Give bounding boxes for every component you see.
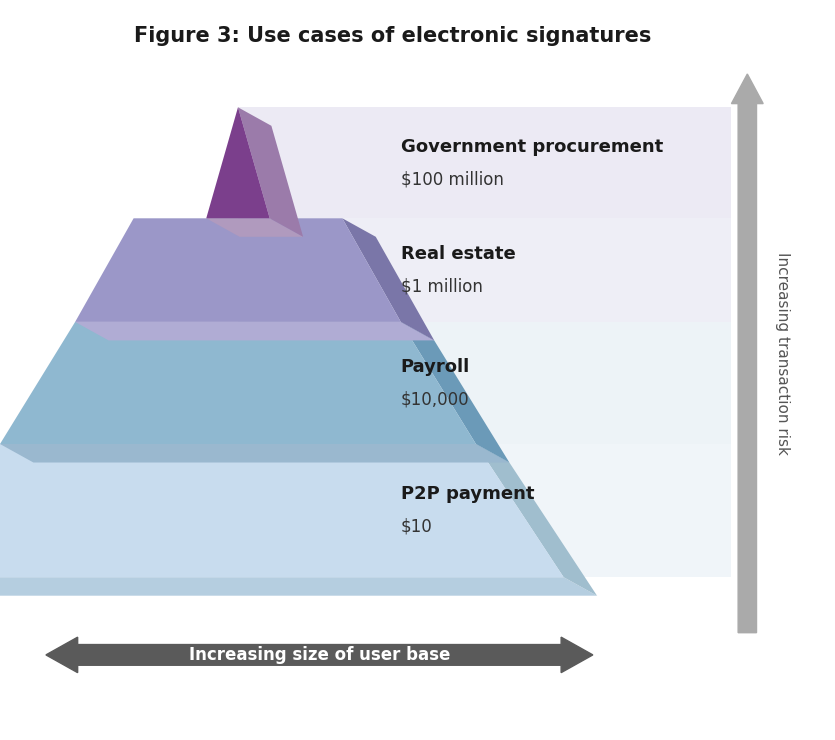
Text: $10,000: $10,000 xyxy=(401,390,469,408)
Polygon shape xyxy=(206,107,270,218)
Text: $100 million: $100 million xyxy=(401,170,504,188)
Polygon shape xyxy=(731,74,763,633)
Polygon shape xyxy=(0,577,597,596)
Text: Figure 3: Use cases of electronic signatures: Figure 3: Use cases of electronic signat… xyxy=(134,26,651,46)
Polygon shape xyxy=(0,322,476,444)
Polygon shape xyxy=(46,637,593,673)
Text: $10: $10 xyxy=(401,518,433,536)
Text: $1 million: $1 million xyxy=(401,278,483,295)
Polygon shape xyxy=(342,218,434,340)
Polygon shape xyxy=(75,322,434,340)
FancyBboxPatch shape xyxy=(238,107,731,218)
Polygon shape xyxy=(0,444,564,577)
Text: Payroll: Payroll xyxy=(401,357,470,376)
Text: P2P payment: P2P payment xyxy=(401,485,534,503)
FancyBboxPatch shape xyxy=(238,444,731,577)
Text: Increasing size of user base: Increasing size of user base xyxy=(189,646,450,664)
Polygon shape xyxy=(401,322,509,462)
Polygon shape xyxy=(206,218,303,237)
FancyBboxPatch shape xyxy=(238,322,731,444)
Polygon shape xyxy=(0,444,509,462)
Text: Government procurement: Government procurement xyxy=(401,138,663,155)
Polygon shape xyxy=(476,444,597,596)
Polygon shape xyxy=(75,218,401,322)
Text: Increasing transaction risk: Increasing transaction risk xyxy=(775,252,790,455)
Text: Real estate: Real estate xyxy=(401,245,515,263)
Polygon shape xyxy=(238,107,303,237)
FancyBboxPatch shape xyxy=(238,218,731,322)
